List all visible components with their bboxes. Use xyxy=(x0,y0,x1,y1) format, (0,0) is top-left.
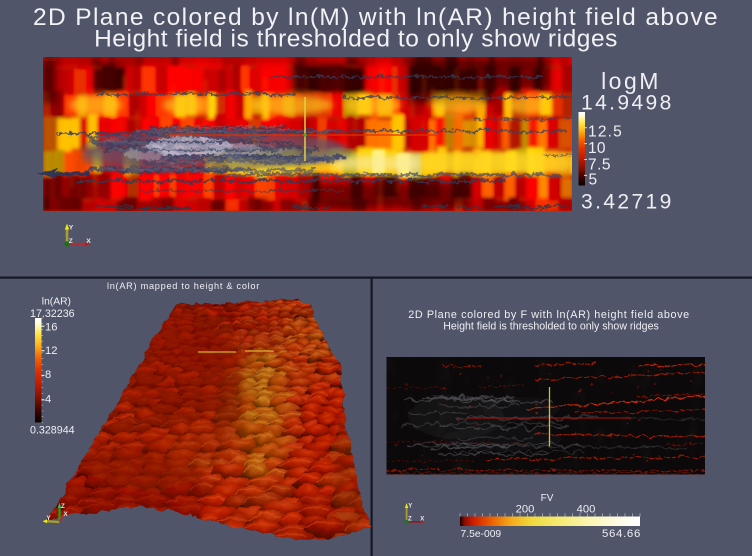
svg-text:200: 200 xyxy=(516,504,535,516)
svg-text:FV: FV xyxy=(541,493,554,504)
svg-text:2D Plane colored by F with ln(: 2D Plane colored by F with ln(AR) height… xyxy=(408,309,689,321)
svg-text:4: 4 xyxy=(45,394,51,406)
svg-text:12: 12 xyxy=(45,345,57,357)
svg-text:Y: Y xyxy=(47,515,52,522)
svg-text:ln(AR): ln(AR) xyxy=(42,297,71,308)
svg-text:400: 400 xyxy=(577,504,596,516)
svg-text:7.5e-009: 7.5e-009 xyxy=(461,529,502,540)
svg-text:Z: Z xyxy=(408,517,412,523)
svg-text:7.5: 7.5 xyxy=(588,157,611,174)
svg-text:Z: Z xyxy=(61,503,65,510)
svg-text:X: X xyxy=(420,517,424,523)
svg-text:3.42719: 3.42719 xyxy=(581,191,674,214)
svg-text:12.5: 12.5 xyxy=(588,124,623,141)
svg-text:14.9498: 14.9498 xyxy=(581,92,674,115)
svg-text:10: 10 xyxy=(588,140,606,157)
svg-text:X: X xyxy=(86,238,91,245)
svg-text:logM: logM xyxy=(601,68,661,94)
svg-text:X: X xyxy=(64,511,69,518)
svg-text:0.328944: 0.328944 xyxy=(30,425,75,437)
svg-text:8: 8 xyxy=(45,369,51,381)
svg-text:Y: Y xyxy=(69,225,74,232)
svg-text:Y: Y xyxy=(408,504,412,510)
svg-text:5: 5 xyxy=(589,172,598,189)
svg-text:Height field is thresholded to: Height field is thresholded to only show… xyxy=(443,321,659,333)
svg-text:564.66: 564.66 xyxy=(602,528,641,540)
svg-text:Height field is thresholded to: Height field is thresholded to only show… xyxy=(94,26,618,53)
svg-text:2D Plane colored by ln(M) with: 2D Plane colored by ln(M) with ln(AR) he… xyxy=(33,4,719,31)
svg-text:Z: Z xyxy=(69,238,73,245)
svg-text:17.32236: 17.32236 xyxy=(30,308,75,320)
svg-text:16: 16 xyxy=(45,322,57,334)
svg-text:ln(AR) mapped to height & colo: ln(AR) mapped to height & color xyxy=(107,281,260,291)
